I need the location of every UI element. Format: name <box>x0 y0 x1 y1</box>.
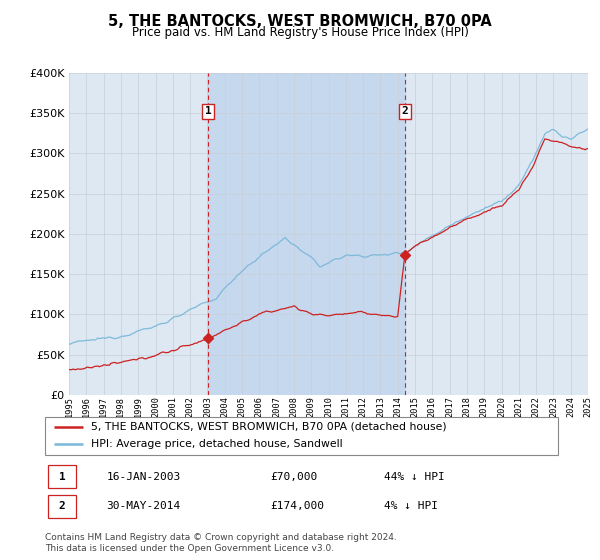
Text: 1: 1 <box>205 106 211 116</box>
FancyBboxPatch shape <box>47 465 76 488</box>
Text: 30-MAY-2014: 30-MAY-2014 <box>107 501 181 511</box>
Text: 1: 1 <box>59 472 65 482</box>
Text: 2: 2 <box>401 106 408 116</box>
Text: HPI: Average price, detached house, Sandwell: HPI: Average price, detached house, Sand… <box>91 440 343 450</box>
Text: £174,000: £174,000 <box>271 501 325 511</box>
FancyBboxPatch shape <box>47 495 76 517</box>
Text: 5, THE BANTOCKS, WEST BROMWICH, B70 0PA: 5, THE BANTOCKS, WEST BROMWICH, B70 0PA <box>108 14 492 29</box>
Text: Contains HM Land Registry data © Crown copyright and database right 2024.
This d: Contains HM Land Registry data © Crown c… <box>45 533 397 553</box>
Bar <box>208 73 405 395</box>
Text: 2: 2 <box>59 501 65 511</box>
Text: 4% ↓ HPI: 4% ↓ HPI <box>383 501 437 511</box>
Text: 5, THE BANTOCKS, WEST BROMWICH, B70 0PA (detached house): 5, THE BANTOCKS, WEST BROMWICH, B70 0PA … <box>91 422 447 432</box>
Text: £70,000: £70,000 <box>271 472 318 482</box>
FancyBboxPatch shape <box>45 417 558 455</box>
Text: Price paid vs. HM Land Registry's House Price Index (HPI): Price paid vs. HM Land Registry's House … <box>131 26 469 39</box>
Text: 44% ↓ HPI: 44% ↓ HPI <box>383 472 445 482</box>
Text: 16-JAN-2003: 16-JAN-2003 <box>107 472 181 482</box>
